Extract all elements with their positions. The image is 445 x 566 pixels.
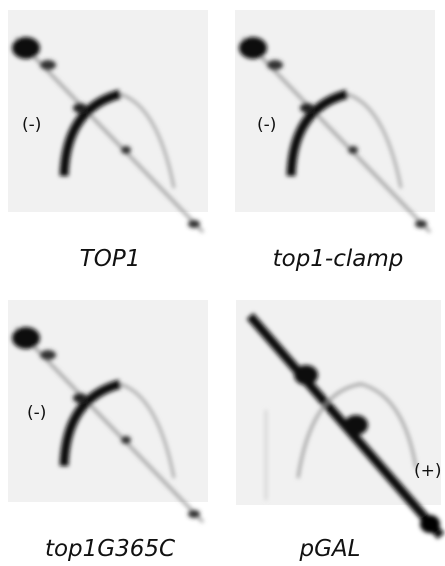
annotation: (-)	[257, 115, 276, 135]
annotation: (-)	[27, 403, 46, 423]
page: TOP1 top1-clamp top1G365C pGAL (-) (-) (…	[0, 0, 445, 566]
panel-label: top1-clamp	[273, 246, 404, 272]
gel-panel	[236, 300, 441, 536]
panel-label: top1G365C	[45, 536, 175, 562]
panel-label: pGAL	[299, 536, 361, 562]
panel-label: TOP1	[80, 246, 141, 272]
figure: TOP1 top1-clamp top1G365C pGAL (-) (-) (…	[0, 0, 445, 566]
annotation: (-)	[22, 115, 41, 135]
annotation: (+)	[414, 461, 442, 481]
